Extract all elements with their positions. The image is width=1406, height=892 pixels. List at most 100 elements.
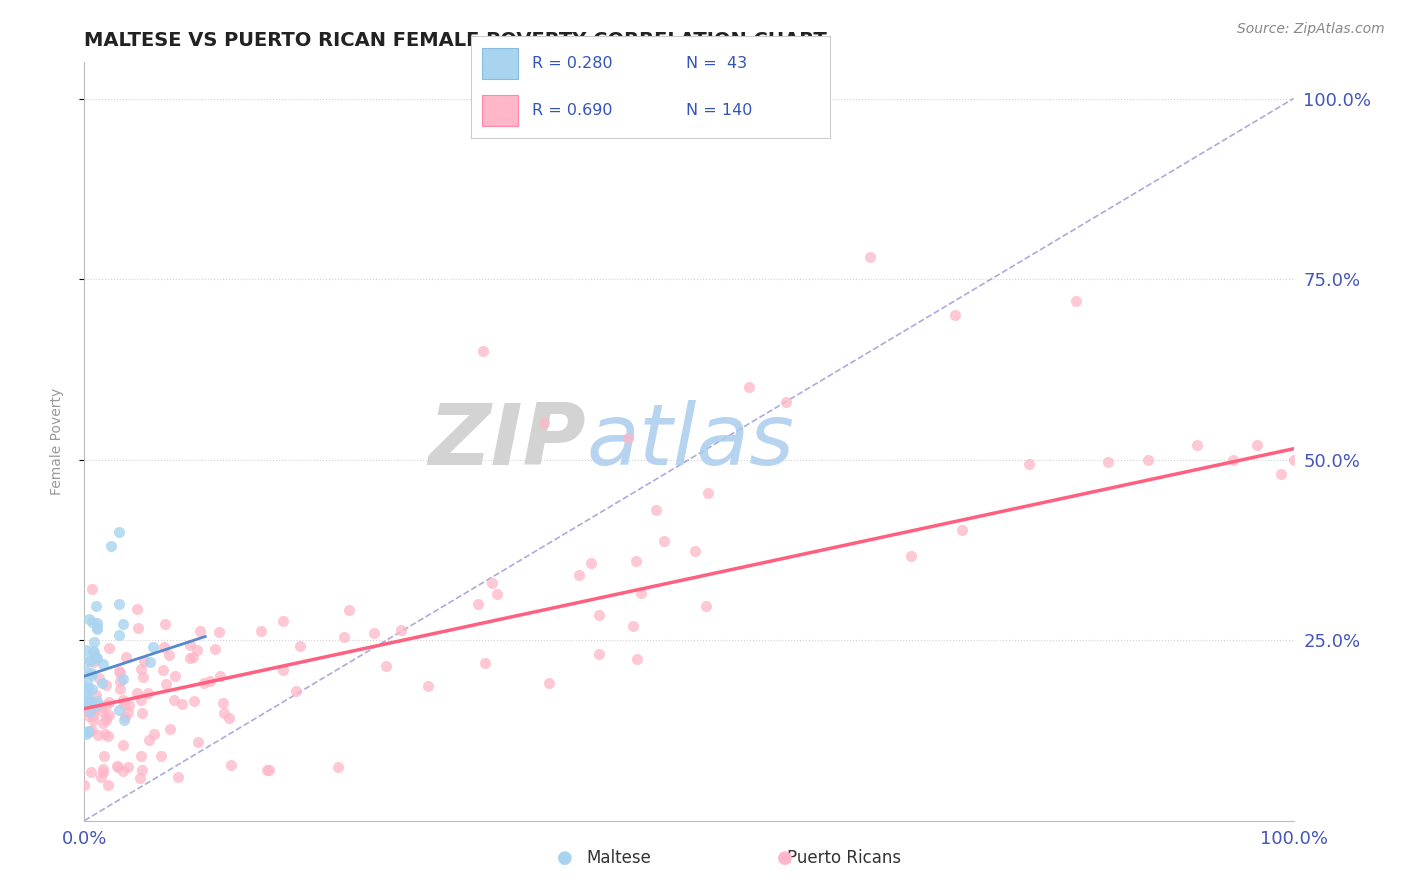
Point bbox=[96, 678, 118, 692]
Point bbox=[285, 684, 308, 698]
Point bbox=[90, 770, 112, 784]
Point bbox=[107, 760, 129, 774]
Point bbox=[91, 657, 114, 671]
Point bbox=[86, 698, 108, 712]
Text: Maltese: Maltese bbox=[586, 849, 651, 867]
Point bbox=[83, 645, 105, 659]
Point bbox=[626, 652, 648, 666]
Point bbox=[1064, 293, 1087, 308]
Point bbox=[219, 757, 242, 772]
Point bbox=[139, 655, 162, 669]
Point bbox=[87, 671, 110, 685]
Point bbox=[179, 651, 201, 665]
Point bbox=[97, 778, 120, 792]
Point bbox=[142, 640, 165, 655]
Point bbox=[91, 716, 114, 731]
Point bbox=[129, 662, 152, 676]
Point bbox=[80, 615, 103, 629]
Point bbox=[108, 628, 131, 642]
Point bbox=[581, 556, 603, 570]
Y-axis label: Female Poverty: Female Poverty bbox=[49, 388, 63, 495]
Point bbox=[86, 728, 108, 742]
Point bbox=[112, 764, 135, 778]
Point bbox=[117, 760, 139, 774]
Text: ZIP: ZIP bbox=[429, 400, 586, 483]
Point bbox=[568, 567, 591, 582]
Point bbox=[204, 641, 226, 656]
Point bbox=[86, 651, 108, 665]
Point bbox=[472, 344, 495, 359]
Point bbox=[91, 764, 114, 779]
Point bbox=[389, 624, 412, 638]
Point bbox=[108, 664, 131, 678]
Point bbox=[166, 770, 188, 784]
Point bbox=[250, 624, 273, 638]
Point bbox=[129, 771, 152, 785]
Point bbox=[77, 611, 100, 625]
Point bbox=[1018, 458, 1040, 472]
Point bbox=[77, 709, 100, 723]
Point bbox=[775, 394, 797, 409]
Point bbox=[82, 655, 104, 669]
Point bbox=[108, 674, 131, 689]
Point bbox=[211, 697, 233, 711]
Point bbox=[697, 485, 720, 500]
Point bbox=[159, 722, 181, 736]
Point bbox=[77, 724, 100, 739]
Point bbox=[645, 503, 668, 517]
Point bbox=[82, 704, 104, 718]
Point bbox=[950, 523, 973, 537]
Point bbox=[288, 639, 311, 653]
Point bbox=[94, 698, 117, 712]
Point bbox=[163, 669, 186, 683]
Point bbox=[75, 727, 97, 741]
Point bbox=[131, 763, 153, 777]
Point bbox=[112, 738, 135, 752]
Point bbox=[127, 602, 149, 616]
Point bbox=[208, 625, 231, 640]
Point bbox=[112, 698, 135, 712]
Point bbox=[136, 686, 159, 700]
Point bbox=[485, 587, 508, 601]
Point bbox=[86, 693, 108, 707]
Point bbox=[82, 644, 104, 658]
Point bbox=[588, 608, 610, 623]
Point bbox=[76, 675, 98, 690]
Point bbox=[108, 666, 131, 681]
Point bbox=[150, 749, 173, 764]
Point bbox=[80, 764, 103, 779]
Point bbox=[97, 708, 120, 723]
Point bbox=[118, 698, 141, 712]
Point bbox=[83, 635, 105, 649]
Point bbox=[117, 705, 139, 719]
Point bbox=[363, 626, 385, 640]
Point bbox=[94, 714, 117, 728]
Point bbox=[1222, 452, 1244, 467]
Point bbox=[467, 597, 489, 611]
Point bbox=[76, 704, 98, 718]
Text: atlas: atlas bbox=[586, 400, 794, 483]
Point bbox=[91, 704, 114, 718]
Point bbox=[142, 726, 165, 740]
Point bbox=[80, 666, 103, 681]
Point bbox=[187, 735, 209, 749]
Point bbox=[375, 659, 398, 673]
Point bbox=[621, 619, 644, 633]
Text: MALTESE VS PUERTO RICAN FEMALE POVERTY CORRELATION CHART: MALTESE VS PUERTO RICAN FEMALE POVERTY C… bbox=[84, 30, 827, 50]
Text: N = 140: N = 140 bbox=[686, 103, 752, 118]
Point bbox=[198, 673, 221, 688]
Point bbox=[153, 640, 176, 654]
Point bbox=[157, 648, 180, 663]
Point bbox=[155, 677, 177, 691]
Point bbox=[91, 676, 114, 690]
Point bbox=[108, 682, 131, 697]
Point bbox=[108, 597, 131, 611]
Point bbox=[82, 713, 104, 727]
Point bbox=[79, 654, 101, 668]
Point bbox=[183, 694, 205, 708]
Point bbox=[533, 417, 555, 431]
Point bbox=[94, 710, 117, 724]
Point bbox=[86, 616, 108, 631]
Point bbox=[83, 648, 105, 663]
Point bbox=[218, 711, 240, 725]
